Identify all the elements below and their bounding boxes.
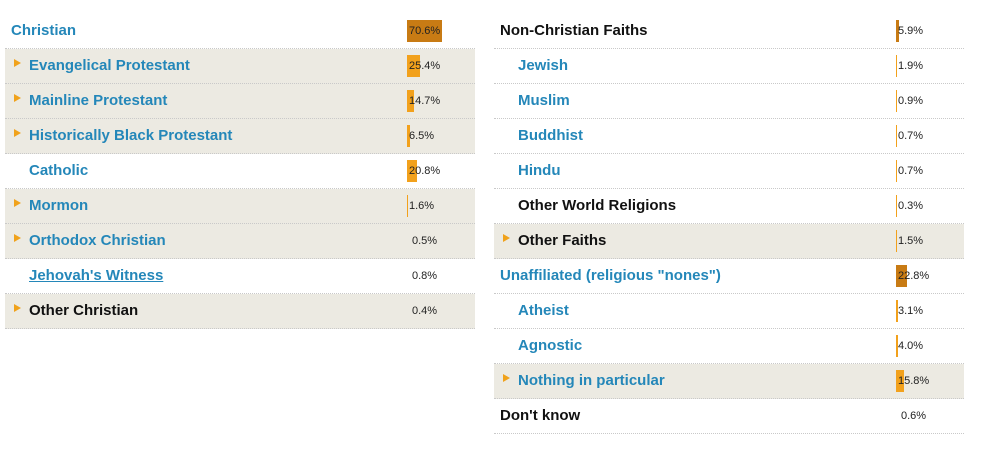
bar-evangelical-protestant bbox=[407, 55, 420, 77]
row-mainline-protestant[interactable]: Mainline Protestant 14.7% bbox=[5, 84, 475, 119]
value-label: 4.0% bbox=[898, 340, 924, 352]
value-label: 0.5% bbox=[412, 235, 438, 247]
value-label: 0.8% bbox=[412, 270, 438, 282]
bar-other-world-religions bbox=[896, 195, 897, 217]
row-jehovah-s-witness: Jehovah's Witness 0.8% bbox=[5, 259, 475, 294]
bar-atheist bbox=[896, 300, 898, 322]
value-label: 70.6% bbox=[409, 25, 441, 37]
expand-arrow-icon[interactable] bbox=[503, 374, 510, 382]
value-label: 3.1% bbox=[898, 305, 924, 317]
expand-arrow-icon[interactable] bbox=[503, 234, 510, 242]
row-historically-black-protestant[interactable]: Historically Black Protestant 6.5% bbox=[5, 119, 475, 154]
row-other-christian[interactable]: Other Christian 0.4% bbox=[5, 294, 475, 329]
row-don-t-know: Don't know 0.6% bbox=[494, 399, 964, 434]
value-label: 0.9% bbox=[898, 95, 924, 107]
expand-arrow-icon[interactable] bbox=[14, 94, 21, 102]
row-evangelical-protestant[interactable]: Evangelical Protestant 25.4% bbox=[5, 49, 475, 84]
row-buddhist: Buddhist 0.7% bbox=[494, 119, 964, 154]
category-label[interactable]: Buddhist bbox=[518, 127, 583, 144]
expand-arrow-icon[interactable] bbox=[14, 129, 21, 137]
value-label: 0.7% bbox=[898, 130, 924, 142]
bar-mormon bbox=[407, 195, 408, 217]
category-label[interactable]: Other Faiths bbox=[518, 232, 607, 249]
bar-hindu bbox=[896, 160, 897, 182]
bar-historically-black-protestant bbox=[407, 125, 410, 147]
value-label: 0.4% bbox=[412, 305, 438, 317]
category-label[interactable]: Atheist bbox=[518, 302, 569, 319]
value-label: 0.7% bbox=[898, 165, 924, 177]
category-label[interactable]: Don't know bbox=[500, 407, 581, 424]
expand-arrow-icon[interactable] bbox=[14, 234, 21, 242]
row-orthodox-christian[interactable]: Orthodox Christian 0.5% bbox=[5, 224, 475, 259]
value-label: 0.3% bbox=[898, 200, 924, 212]
value-label: 0.6% bbox=[901, 410, 927, 422]
expand-arrow-icon[interactable] bbox=[14, 59, 21, 67]
bar-catholic bbox=[407, 160, 417, 182]
category-label[interactable]: Christian bbox=[11, 22, 77, 39]
bar-nothing-in-particular bbox=[896, 370, 904, 392]
row-atheist: Atheist 3.1% bbox=[494, 294, 964, 329]
expand-arrow-icon[interactable] bbox=[14, 199, 21, 207]
row-muslim: Muslim 0.9% bbox=[494, 84, 964, 119]
row-christian: Christian 70.6% bbox=[5, 14, 475, 49]
bar-muslim bbox=[896, 90, 897, 112]
value-label: 6.5% bbox=[409, 130, 435, 142]
value-label: 25.4% bbox=[409, 60, 441, 72]
category-label[interactable]: Orthodox Christian bbox=[29, 232, 166, 249]
value-label: 15.8% bbox=[898, 375, 930, 387]
value-label: 5.9% bbox=[898, 25, 924, 37]
row-hindu: Hindu 0.7% bbox=[494, 154, 964, 189]
bar-mainline-protestant bbox=[407, 90, 414, 112]
bar-non-christian-faiths bbox=[896, 20, 899, 42]
row-nothing-in-particular[interactable]: Nothing in particular 15.8% bbox=[494, 364, 964, 399]
left-panel: Christian 70.6% Evangelical Protestant 25.4… bbox=[5, 14, 475, 329]
value-label: 1.5% bbox=[898, 235, 924, 247]
bar-agnostic bbox=[896, 335, 898, 357]
row-unaffiliated-religious-nones: Unaffiliated (religious "nones") 22.8% bbox=[494, 259, 964, 294]
bar-jewish bbox=[896, 55, 897, 77]
category-label[interactable]: Mainline Protestant bbox=[29, 92, 168, 109]
value-label: 1.9% bbox=[898, 60, 924, 72]
row-catholic: Catholic 20.8% bbox=[5, 154, 475, 189]
row-agnostic: Agnostic 4.0% bbox=[494, 329, 964, 364]
category-label[interactable]: Hindu bbox=[518, 162, 561, 179]
category-label[interactable]: Other Christian bbox=[29, 302, 139, 319]
row-non-christian-faiths: Non-Christian Faiths 5.9% bbox=[494, 14, 964, 49]
bar-unaffiliated-religious-nones bbox=[896, 265, 907, 287]
category-label[interactable]: Unaffiliated (religious "nones") bbox=[500, 267, 721, 284]
category-label[interactable]: Catholic bbox=[29, 162, 89, 179]
bar-christian bbox=[407, 20, 442, 42]
category-label[interactable]: Agnostic bbox=[518, 337, 583, 354]
category-label[interactable]: Historically Black Protestant bbox=[29, 127, 233, 144]
category-label[interactable]: Jehovah's Witness bbox=[29, 267, 164, 284]
value-label: 1.6% bbox=[409, 200, 435, 212]
expand-arrow-icon[interactable] bbox=[14, 304, 21, 312]
category-label[interactable]: Nothing in particular bbox=[518, 372, 665, 389]
category-label[interactable]: Mormon bbox=[29, 197, 89, 214]
category-label[interactable]: Jewish bbox=[518, 57, 569, 74]
value-label: 20.8% bbox=[409, 165, 441, 177]
row-jewish: Jewish 1.9% bbox=[494, 49, 964, 84]
bar-buddhist bbox=[896, 125, 897, 147]
category-label[interactable]: Other World Religions bbox=[518, 197, 677, 214]
row-mormon[interactable]: Mormon 1.6% bbox=[5, 189, 475, 224]
bar-other-faiths bbox=[896, 230, 897, 252]
category-label[interactable]: Evangelical Protestant bbox=[29, 57, 190, 74]
category-label[interactable]: Non-Christian Faiths bbox=[500, 22, 648, 39]
right-panel: Non-Christian Faiths 5.9% Jewish 1.9% Muslim… bbox=[494, 14, 964, 434]
row-other-faiths[interactable]: Other Faiths 1.5% bbox=[494, 224, 964, 259]
row-other-world-religions: Other World Religions 0.3% bbox=[494, 189, 964, 224]
value-label: 22.8% bbox=[898, 270, 930, 282]
value-label: 14.7% bbox=[409, 95, 441, 107]
category-label[interactable]: Muslim bbox=[518, 92, 570, 109]
